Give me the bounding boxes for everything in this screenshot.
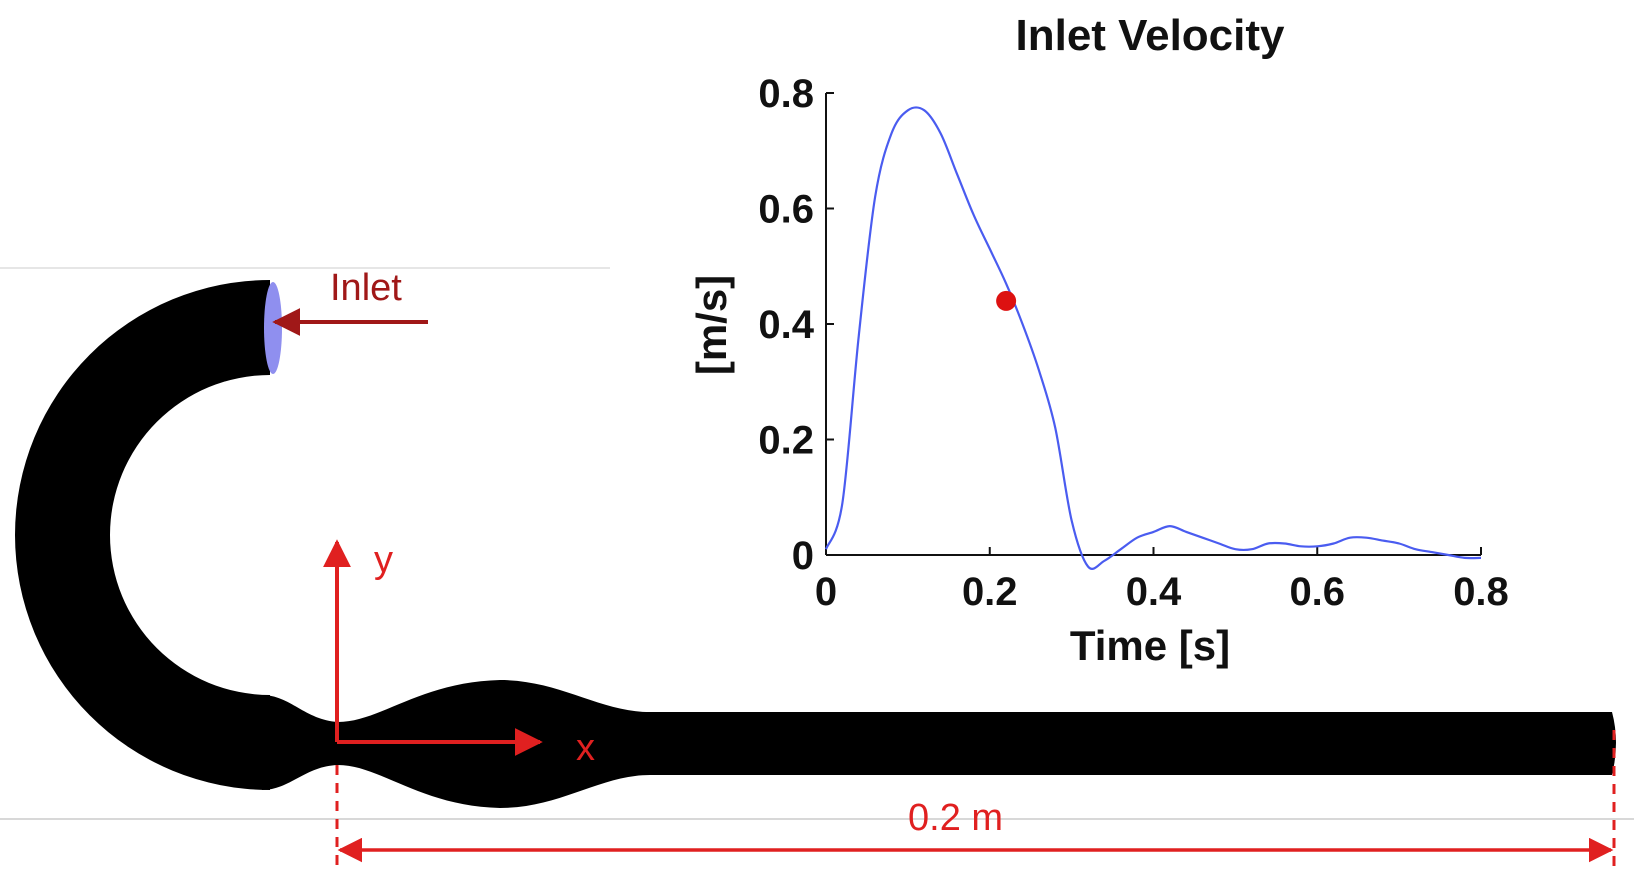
x-tick-label: 0: [815, 570, 837, 614]
inlet-velocity-chart: Inlet Velocity 00.20.40.60.8 0 0.2 0.4 0.6 0…: [688, 11, 1509, 669]
y-axis-label: y: [374, 539, 393, 581]
inlet-face: [264, 282, 282, 374]
y-tick-label: 0.2: [758, 419, 814, 463]
vessel-straight-segment: [640, 712, 1616, 775]
chart-title: Inlet Velocity: [1016, 11, 1286, 60]
y-tick-label: 0.4: [758, 303, 814, 347]
y-tick-label: 0.8: [758, 72, 814, 116]
velocity-series-line: [824, 106, 1482, 570]
dimension-label: 0.2 m: [908, 797, 1003, 839]
chart-axes: [825, 92, 1482, 556]
y-axis-title: [m/s]: [688, 275, 735, 375]
x-axis-title: Time [s]: [1070, 622, 1230, 669]
x-axis-label: x: [576, 727, 595, 769]
y-tick-label: 0.6: [758, 188, 814, 232]
x-tick-label: 0.6: [1289, 570, 1345, 614]
vessel-curved-segment: [15, 280, 270, 790]
y-tick-labels: 0 0.2 0.4 0.6 0.8: [758, 72, 814, 578]
x-tick-label: 0.2: [962, 570, 1018, 614]
x-tick-label: 0.8: [1453, 570, 1509, 614]
x-tick-label: 0.4: [1126, 570, 1182, 614]
y-tick-label: 0: [792, 534, 814, 578]
vessel-geometry: [15, 280, 1616, 808]
inlet-label: Inlet: [330, 267, 402, 309]
x-tick-labels: 0 0.2 0.4 0.6 0.8: [815, 570, 1509, 614]
current-time-marker: [996, 290, 1017, 311]
